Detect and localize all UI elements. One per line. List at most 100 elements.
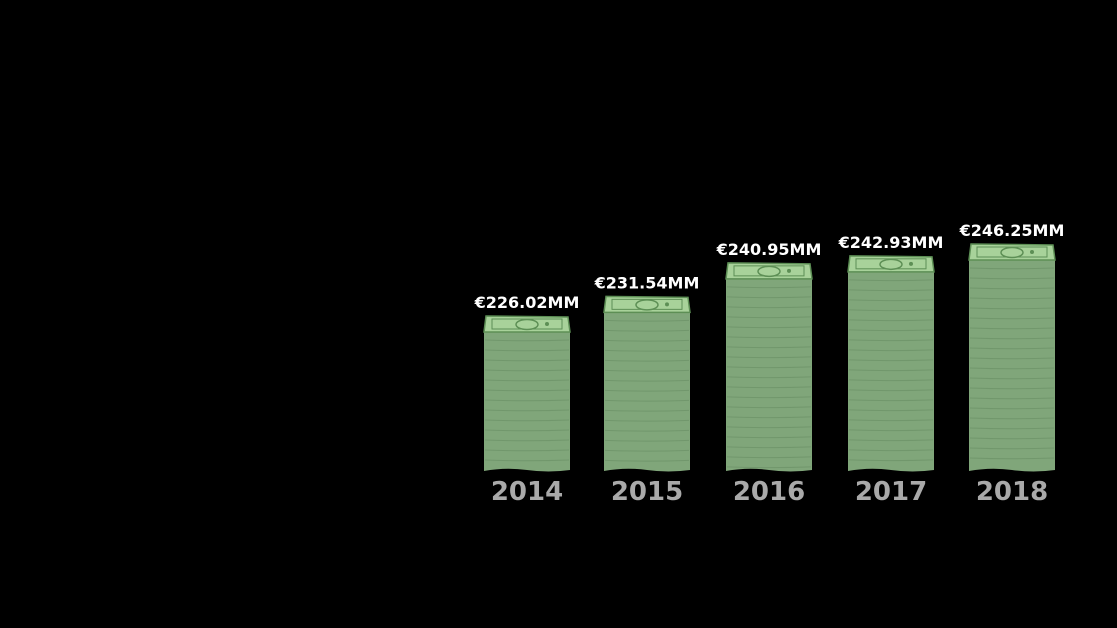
bill-edge-line <box>848 289 934 292</box>
bill-edge-line <box>604 349 690 352</box>
bar-2017: €242.93MM 2017 <box>838 233 944 507</box>
bill-dot <box>545 322 549 326</box>
bill-edge-line <box>969 387 1055 390</box>
bill-edge-line <box>604 329 690 332</box>
data-label-2016: €240.95MM <box>716 240 822 259</box>
bill-edge-line <box>848 389 934 392</box>
bill-edge-line <box>484 359 570 362</box>
bill-edge-line <box>969 377 1055 380</box>
bill-edge-line <box>848 429 934 432</box>
bill-edge-line <box>848 299 934 302</box>
bill-edge-line <box>969 317 1055 320</box>
bill-edge-line <box>848 369 934 372</box>
x-tick-label-2014: 2014 <box>491 477 563 507</box>
bill-edge-line <box>726 456 812 459</box>
bill-edge-line <box>848 319 934 322</box>
bill-edge-line <box>484 379 570 382</box>
bill-edge-line <box>484 449 570 452</box>
bill-edge-line <box>848 409 934 412</box>
x-tick-label-2016: 2016 <box>733 477 805 507</box>
bill-edge-line <box>604 399 690 402</box>
bill-edge-line <box>484 339 570 342</box>
data-label-2014: €226.02MM <box>474 293 580 312</box>
bill-edge-line <box>848 329 934 332</box>
x-tick-label-2015: 2015 <box>611 477 683 507</box>
bill-edge-line <box>969 367 1055 370</box>
bill-edge-line <box>726 286 812 289</box>
bill-edge-line <box>726 326 812 329</box>
bill-dot <box>787 268 791 273</box>
bill-edge-line <box>604 459 690 462</box>
bill-dot <box>665 302 669 307</box>
bill-edge-line <box>969 437 1055 440</box>
bill-edge-line <box>604 389 690 392</box>
bill-edge-line <box>604 379 690 382</box>
bill-edge-line <box>604 449 690 452</box>
bill-edge-line <box>969 337 1055 340</box>
bill-edge-line <box>484 419 570 422</box>
bill-edge-line <box>848 379 934 382</box>
bill-edge-line <box>848 459 934 462</box>
bill-edge-line <box>604 429 690 432</box>
bill-edge-line <box>726 466 812 469</box>
bill-edge-line <box>726 406 812 409</box>
bill-edge-line <box>848 349 934 352</box>
bar-stack-body <box>726 276 812 472</box>
bill-edge-line <box>726 416 812 419</box>
bill-edge-line <box>969 397 1055 400</box>
data-label-2015: €231.54MM <box>594 273 700 292</box>
bill-edge-line <box>969 457 1055 460</box>
bill-edge-line <box>969 357 1055 360</box>
bill-dot <box>909 261 913 266</box>
bill-edge-line <box>848 309 934 312</box>
bill-edge-line <box>726 376 812 379</box>
bill-edge-line <box>848 449 934 452</box>
bill-edge-line <box>969 427 1055 430</box>
bill-edge-line <box>726 396 812 399</box>
bill-edge-line <box>848 279 934 282</box>
bill-edge-line <box>604 409 690 412</box>
bill-edge-line <box>726 346 812 349</box>
bill-edge-line <box>726 386 812 389</box>
bar-2014: €226.02MM 2014 <box>474 293 580 507</box>
bill-edge-line <box>726 446 812 449</box>
bill-edge-line <box>726 356 812 359</box>
bill-dot <box>1030 250 1034 254</box>
bill-edge-line <box>726 336 812 339</box>
bill-emblem <box>635 299 659 311</box>
bill-edge-line <box>969 277 1055 280</box>
bill-edge-line <box>969 407 1055 410</box>
bill-edge-line <box>969 287 1055 290</box>
bill-emblem <box>1000 246 1024 259</box>
bill-edge-line <box>484 439 570 442</box>
bill-edge-line <box>604 369 690 372</box>
data-label-2017: €242.93MM <box>838 233 944 252</box>
bill-edge-line <box>726 366 812 369</box>
bill-edge-line <box>848 439 934 442</box>
bill-edge-line <box>604 319 690 322</box>
bill-edge-line <box>726 436 812 439</box>
bill-edge-line <box>604 339 690 342</box>
bill-edge-line <box>848 339 934 342</box>
bar-2015: €231.54MM 2015 <box>594 273 700 507</box>
x-tick-label-2017: 2017 <box>855 477 927 507</box>
bill-edge-line <box>969 307 1055 310</box>
bar-2016: €240.95MM 2016 <box>716 240 822 507</box>
bill-edge-line <box>848 359 934 362</box>
bill-edge-line <box>969 297 1055 300</box>
bill-edge-line <box>848 419 934 422</box>
bar-2018: €246.25MM 2018 <box>959 221 1065 507</box>
bill-emblem <box>515 318 539 331</box>
bill-edge-line <box>848 399 934 402</box>
bill-edge-line <box>484 369 570 372</box>
bill-edge-line <box>484 429 570 432</box>
bill-edge-line <box>604 359 690 362</box>
bill-edge-line <box>484 389 570 392</box>
bill-edge-line <box>969 347 1055 350</box>
bill-edge-line <box>604 439 690 442</box>
bill-edge-line <box>969 327 1055 330</box>
bill-edge-line <box>484 399 570 402</box>
bill-emblem <box>757 265 781 278</box>
